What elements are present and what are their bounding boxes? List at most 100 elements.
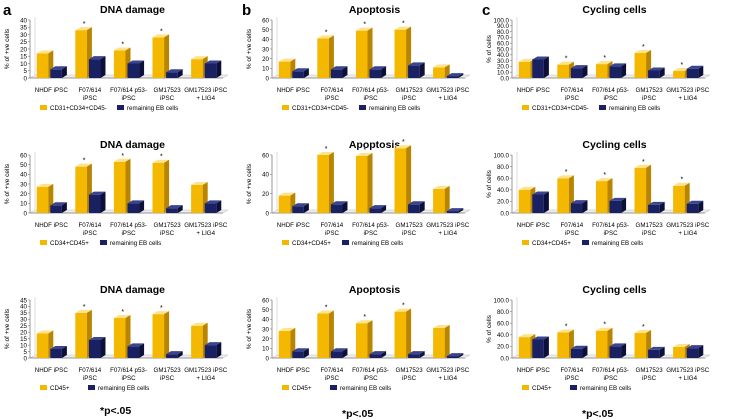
bar-series2-3[interactable] [408,201,425,213]
bar-series2-4[interactable] [204,342,222,358]
y-tick-label: 90.0 [497,23,510,30]
bar-series2-0[interactable] [50,202,67,213]
bar-series2-2[interactable] [127,343,145,358]
bar-series2-3[interactable] [648,346,665,358]
bar-series1-1-top [557,329,574,333]
bar-series1-3[interactable] [152,311,170,358]
bar-series2-4[interactable] [686,65,704,78]
bar-series2-2[interactable] [369,351,387,358]
bar-series2-4[interactable] [686,200,704,213]
bar-series2-0[interactable] [532,336,549,358]
bar-series1-4[interactable] [191,181,208,213]
bar-series2-1[interactable] [570,65,588,78]
category-label: GM17523 iPSC [666,87,710,94]
bar-series1-4[interactable] [433,325,450,358]
bar-series1-1[interactable] [317,35,334,78]
bar-series2-4[interactable] [446,73,464,78]
panel-label-c: c [482,2,490,19]
y-tick-label: 20 [262,336,269,343]
bar-series1-4[interactable] [433,64,450,78]
bar-series1-2[interactable] [355,320,373,358]
significance-mark: * [325,29,328,36]
bar-series2-1[interactable] [88,191,106,213]
bar-series2-2-front [609,346,622,358]
bar-series2-3[interactable] [648,201,665,213]
bar-series2-0[interactable] [292,68,309,78]
bar-series1-4[interactable] [433,185,450,213]
bar-series2-3[interactable] [408,351,425,358]
bar-series2-0[interactable] [50,66,67,78]
bar-series2-0[interactable] [292,348,309,358]
bar-series2-0-side [61,202,67,213]
bar-series2-1[interactable] [330,348,348,358]
category-label: GM17523 [396,222,424,229]
bar-series1-2[interactable] [355,152,373,213]
bar-series1-3[interactable] [394,145,412,213]
bar-series1-3[interactable] [394,308,412,358]
bar-series1-1-front [75,30,87,78]
bar-series2-4-front [204,345,217,358]
category-label: iPSC [160,375,175,382]
bar-series1-3[interactable] [634,164,652,213]
bar-series2-2[interactable] [609,197,627,213]
bar-series2-4[interactable] [204,60,222,79]
bar-series2-2[interactable] [609,63,627,78]
significance-mark: * [681,62,684,69]
bar-series2-4[interactable] [686,345,704,358]
bar-series1-4-front [673,185,685,213]
bar-series2-2[interactable] [369,205,387,213]
y-tick-label: 20.0 [497,344,510,351]
bar-series2-1[interactable] [88,56,106,78]
bar-series2-1[interactable] [330,66,348,78]
legend-label-series1: CD34+CD45+ [292,240,331,247]
bar-series2-3[interactable] [648,67,665,78]
bar-series1-3-top [634,50,652,54]
bar-series1-2[interactable] [355,27,373,79]
chart-title: Cycling cells [582,284,646,296]
bar-series2-3-side [659,67,665,78]
bar-series1-3[interactable] [152,159,170,213]
bar-series1-2-front [355,155,368,213]
bar-series2-2[interactable] [127,200,145,213]
bar-series2-1[interactable] [330,201,348,213]
bar-series2-0[interactable] [50,345,67,358]
bar-series2-0-front [532,339,544,358]
chart-title: Cycling cells [582,139,646,151]
bar-series2-3-top [648,346,665,350]
bar-series1-1-top [75,27,92,31]
bar-series2-3[interactable] [166,351,183,358]
bar-series2-1[interactable] [570,345,588,358]
bar-series2-0[interactable] [532,191,549,213]
y-tick-label: 30 [20,32,27,39]
bar-series2-3[interactable] [166,205,183,213]
y-tick-label: 60 [262,297,269,304]
legend-swatch-series1 [40,105,47,110]
significance-mark: * [325,146,328,153]
category-label: F07/614 [79,367,102,374]
bar-series2-1[interactable] [88,336,106,358]
bar-series2-2[interactable] [609,343,627,358]
bar-series1-2[interactable] [113,158,131,213]
bar-series1-3[interactable] [152,34,170,78]
legend-swatch-series1 [282,385,289,390]
bar-series2-4[interactable] [446,353,464,358]
bar-series2-3[interactable] [408,62,425,78]
bar-series2-4[interactable] [204,200,222,213]
bar-series2-3-top [408,201,425,205]
bar-series2-1-front [570,348,583,358]
bar-series2-0[interactable] [292,203,309,213]
significance-mark: * [83,304,86,311]
bar-series2-2[interactable] [369,66,387,78]
bar-series2-1-side [342,348,348,358]
bar-series1-1[interactable] [317,310,334,358]
y-tick-label: 40 [20,304,27,311]
bar-series1-1-side [328,310,334,358]
bar-series2-2[interactable] [127,60,145,79]
bar-series2-1-front [88,194,101,213]
bar-series2-0[interactable] [532,56,549,78]
y-tick-label: 20 [262,191,269,198]
bar-series2-3[interactable] [166,69,183,78]
bar-series2-4[interactable] [446,208,464,213]
bar-series2-1[interactable] [570,200,588,213]
bar-series1-1[interactable] [317,152,334,213]
